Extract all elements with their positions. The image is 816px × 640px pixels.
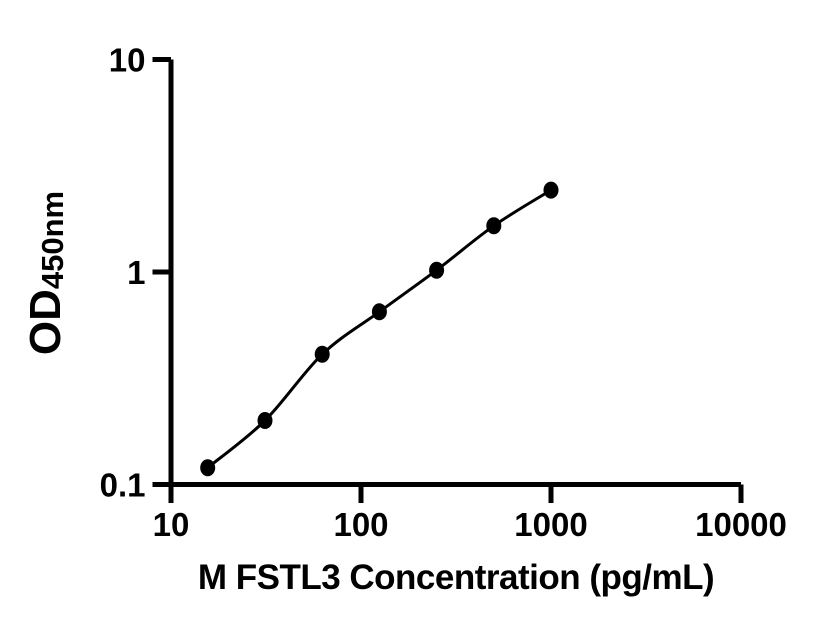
y-axis-title: OD450nm bbox=[21, 191, 71, 355]
data-point-marker bbox=[486, 217, 502, 235]
data-point-marker bbox=[314, 345, 330, 363]
x-tick-label: 10 bbox=[153, 506, 190, 543]
axis-spine bbox=[168, 59, 741, 487]
data-point-marker bbox=[371, 303, 387, 321]
y-tick-label: 1 bbox=[127, 254, 145, 291]
standard-curve-line bbox=[206, 188, 552, 469]
x-tick-label: 10000 bbox=[695, 506, 787, 543]
x-axis-title: M FSTL3 Concentration (pg/mL) bbox=[197, 558, 715, 597]
y-tick-label: 10 bbox=[109, 42, 146, 79]
x-tick-label: 1000 bbox=[514, 506, 587, 543]
data-point-marker bbox=[200, 459, 216, 477]
y-axis-title-main: OD bbox=[21, 289, 70, 356]
data-point-marker bbox=[429, 261, 445, 279]
y-axis-title-subscript: 450nm bbox=[35, 190, 71, 290]
data-point-marker bbox=[257, 412, 273, 429]
y-tick-label: 0.1 bbox=[100, 467, 146, 504]
x-tick-label: 100 bbox=[333, 506, 388, 543]
data-point-marker bbox=[543, 181, 559, 199]
